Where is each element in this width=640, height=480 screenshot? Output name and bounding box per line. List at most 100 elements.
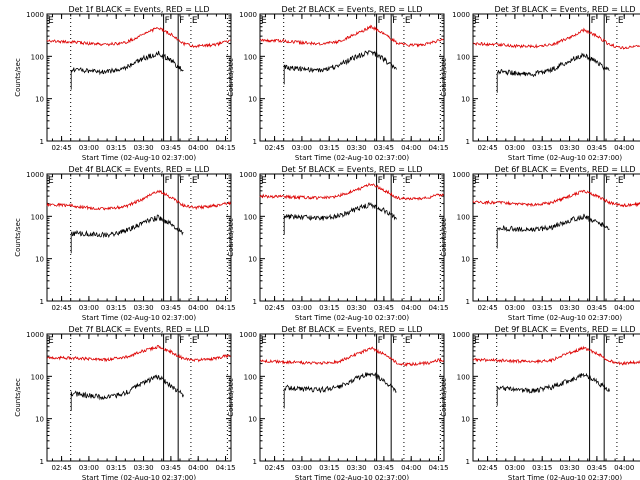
y-tick-label: 10 [35,256,44,264]
marker-label-e-start: E [474,176,480,186]
marker-label-e: E [192,336,198,346]
marker-label-f: F [591,176,596,186]
x-tick-label: 04:00 [188,464,208,472]
x-tick-label: 03:45 [161,304,181,312]
y-tick-label: 1000 [452,171,470,179]
marker-label-e-start: E [48,16,54,26]
x-tick-label: 03:45 [374,144,394,152]
y-axis-label: Counts/sec [14,58,22,97]
x-tick-label: 03:00 [505,304,525,312]
x-tick-label: 03:15 [106,304,126,312]
marker-label-e: E [192,176,198,186]
x-axis-label: Start Time (02-Aug-10 02:37:00) [508,314,622,322]
x-tick-label: 02:45 [477,464,497,472]
y-tick-label: 1 [253,138,257,146]
y-tick-label: 100 [31,53,44,61]
marker-label-e-start: E [261,336,267,346]
x-tick-label: 03:15 [319,464,339,472]
plot-frame [472,333,640,462]
marker-label-e-start: E [474,336,480,346]
series-line-events [283,50,397,85]
y-axis-label: Counts/sec [440,58,448,97]
marker-label-e-start: E [48,336,54,346]
x-tick-label: 03:00 [292,464,312,472]
y-tick-label: 1 [40,138,44,146]
y-tick-label: 1000 [26,11,44,19]
y-tick-label: 10 [248,256,257,264]
x-tick-label: 03:30 [346,304,366,312]
series-line-events [496,213,610,249]
marker-label-e: E [618,16,624,26]
y-axis-label: Counts/sec [14,218,22,257]
y-tick-label: 100 [457,373,470,381]
marker-label-f: F [179,336,184,346]
x-tick-label: 03:30 [133,304,153,312]
x-axis-label: Start Time (02-Aug-10 02:37:00) [295,474,409,480]
y-tick-label: 1 [466,298,470,306]
x-axis-label: Start Time (02-Aug-10 02:37:00) [82,314,196,322]
chart-panel-4: Det 4f BLACK = Events, RED = LLD Counts/s… [14,165,236,322]
marker-label-f: F [591,336,596,346]
x-axis-label: Start Time (02-Aug-10 02:37:00) [295,154,409,162]
chart-title: Det 1f BLACK = Events, RED = LLD [68,5,209,14]
y-tick-label: 1 [466,138,470,146]
x-tick-label: 03:15 [319,144,339,152]
x-tick-label: 03:30 [559,144,579,152]
x-axis-label: Start Time (02-Aug-10 02:37:00) [508,474,622,480]
x-tick-label: 03:00 [79,144,99,152]
series-line-events [283,372,397,409]
x-tick-label: 04:00 [614,144,634,152]
series-line-lld [472,345,640,366]
marker-label-e-start: E [261,16,267,26]
series-line-lld [46,189,231,211]
x-tick-label: 03:00 [79,304,99,312]
series-line-events [283,202,397,235]
x-tick-label: 03:00 [505,464,525,472]
marker-label-f: F [392,176,397,186]
chart-title: Det 2f BLACK = Events, RED = LLD [281,5,422,14]
x-tick-label: 03:00 [292,304,312,312]
series-line-lld [259,346,444,368]
marker-label-f: F [378,16,383,26]
marker-label-f: F [165,176,170,186]
x-tick-label: 03:30 [133,464,153,472]
marker-label-e: E [618,336,624,346]
y-tick-label: 1000 [26,171,44,179]
y-tick-label: 1000 [239,331,257,339]
x-tick-label: 02:45 [477,144,497,152]
x-tick-label: 02:45 [51,144,71,152]
series-line-lld [472,189,640,208]
y-tick-label: 1 [40,458,44,466]
x-tick-label: 03:30 [346,144,366,152]
y-tick-label: 10 [461,256,470,264]
plot-frame [46,13,232,142]
x-tick-label: 03:45 [374,464,394,472]
y-tick-label: 10 [461,416,470,424]
marker-label-e: E [405,16,411,26]
series-line-events [70,214,184,254]
y-tick-label: 1000 [452,11,470,19]
marker-label-f: F [605,16,610,26]
y-axis-label: Counts/sec [14,378,22,417]
x-tick-label: 03:00 [79,464,99,472]
chart-panel-2: Det 2f BLACK = Events, RED = LLD Counts/s… [227,5,449,162]
x-tick-label: 02:45 [51,464,71,472]
x-tick-label: 03:45 [587,304,607,312]
plot-frame [46,333,232,462]
x-tick-label: 04:00 [614,304,634,312]
y-tick-label: 100 [31,373,44,381]
chart-panel-6: Det 6f BLACK = Events, RED = LLD Counts/s… [440,165,640,322]
plot-frame [46,173,232,302]
y-tick-label: 1000 [452,331,470,339]
y-tick-label: 10 [248,416,257,424]
y-axis-label: Counts/sec [440,378,448,417]
x-tick-label: 04:15 [428,144,448,152]
series-line-events [70,50,184,90]
x-tick-label: 03:45 [587,144,607,152]
x-tick-label: 03:15 [106,144,126,152]
plot-frame [472,13,640,142]
marker-label-f: F [165,16,170,26]
plot-frame [259,173,445,302]
chart-panel-1: Det 1f BLACK = Events, RED = LLD Counts/s… [14,5,236,162]
y-tick-label: 100 [244,213,257,221]
